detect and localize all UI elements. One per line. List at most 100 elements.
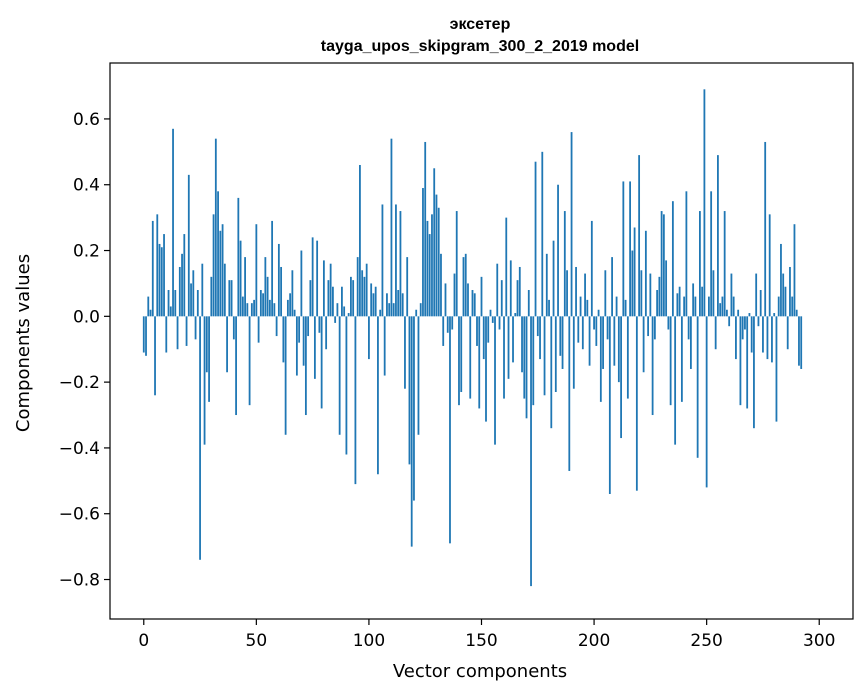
bar — [568, 316, 571, 471]
bar — [341, 286, 343, 317]
bar — [507, 316, 510, 379]
bar — [476, 316, 478, 346]
bar — [746, 316, 749, 409]
bar — [422, 188, 424, 317]
bar — [383, 316, 386, 376]
bar — [640, 270, 643, 317]
bar — [309, 280, 312, 317]
bar — [620, 316, 622, 439]
bar — [241, 296, 244, 317]
bar — [539, 316, 541, 360]
bar — [584, 273, 586, 317]
bar — [572, 316, 575, 389]
y-tick-label: −0.4 — [59, 439, 100, 459]
bar — [352, 280, 355, 317]
bar — [755, 273, 758, 317]
bar — [322, 260, 325, 317]
y-tick-label: 0.6 — [73, 110, 100, 130]
bar — [345, 316, 348, 455]
bar — [370, 283, 373, 317]
bar — [685, 191, 688, 317]
bar — [426, 220, 429, 317]
bar — [642, 316, 645, 373]
bar — [435, 194, 438, 317]
bar — [277, 243, 280, 317]
bar — [505, 217, 508, 317]
bar-series — [142, 89, 803, 587]
bar — [160, 247, 163, 317]
bar — [710, 191, 713, 317]
bar — [737, 309, 740, 317]
bar — [431, 214, 433, 317]
bar — [250, 303, 253, 317]
x-axis-ticks: 0 50 100 150 200 250 300 — [138, 619, 835, 651]
bar — [703, 89, 706, 317]
bar — [726, 309, 728, 317]
bar — [518, 266, 521, 317]
bar — [782, 273, 785, 317]
bar — [498, 316, 501, 330]
bar — [451, 316, 454, 330]
bar — [744, 316, 746, 330]
bar — [590, 220, 593, 317]
bar — [714, 316, 717, 350]
bar — [219, 230, 222, 317]
bar — [635, 316, 638, 491]
bar — [478, 316, 481, 409]
bar — [671, 201, 674, 317]
bar — [559, 316, 562, 356]
bar — [525, 316, 528, 419]
bar — [354, 316, 357, 485]
bar — [678, 286, 681, 317]
bar — [705, 316, 708, 488]
x-tick-label: 100 — [353, 631, 385, 651]
bar — [602, 316, 604, 369]
bar — [165, 316, 168, 353]
bar — [167, 290, 170, 317]
bar — [442, 316, 445, 346]
bar — [653, 316, 656, 340]
y-tick-label: −0.2 — [59, 373, 100, 393]
bar — [338, 316, 341, 435]
bar — [509, 260, 512, 317]
bar — [489, 309, 492, 317]
x-axis-label: Vector components — [393, 661, 567, 682]
bar — [581, 316, 584, 350]
bar — [784, 286, 787, 317]
x-tick-label: 250 — [690, 631, 722, 651]
bar — [154, 316, 156, 396]
bar — [386, 293, 388, 317]
bar — [264, 257, 267, 317]
bar — [680, 316, 683, 402]
y-tick-label: 0.4 — [73, 176, 100, 196]
bar — [766, 316, 769, 360]
bar — [293, 309, 296, 317]
bar — [268, 299, 271, 317]
bar — [424, 141, 427, 317]
bar — [172, 128, 174, 317]
bar — [163, 234, 165, 317]
bar — [611, 257, 613, 317]
bar — [599, 316, 602, 402]
bar — [300, 250, 303, 317]
bar — [181, 253, 183, 317]
bar — [232, 316, 235, 340]
bar — [730, 273, 733, 317]
bar — [471, 290, 474, 317]
bar — [449, 316, 451, 544]
bar — [759, 290, 762, 317]
x-tick-label: 150 — [465, 631, 497, 651]
bar — [372, 293, 375, 317]
bar — [777, 296, 780, 317]
bar — [253, 299, 255, 317]
bar — [723, 211, 726, 317]
bar — [169, 306, 172, 317]
bar — [789, 266, 791, 317]
bar — [651, 316, 654, 416]
bar — [151, 220, 154, 317]
bar — [239, 240, 242, 317]
bar — [793, 224, 796, 317]
bar — [228, 280, 231, 317]
bar — [557, 184, 559, 317]
bar — [440, 253, 442, 317]
